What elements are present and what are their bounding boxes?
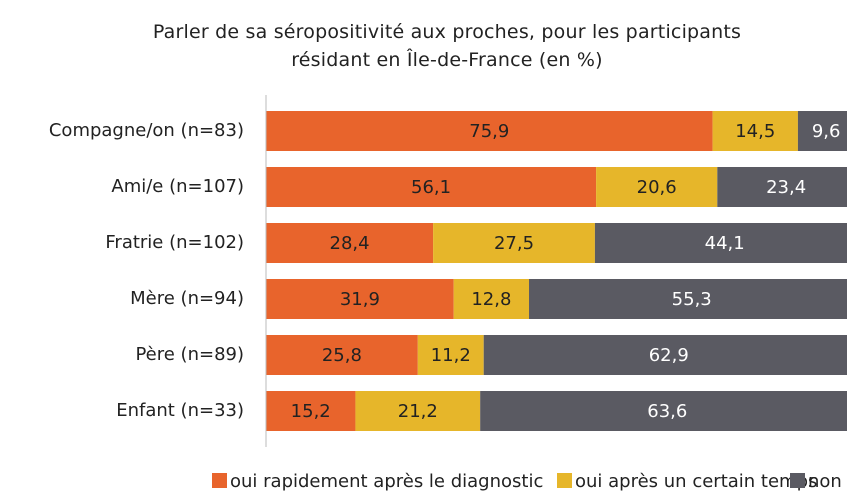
y-tick-label: Fratrie (n=102) (105, 232, 244, 253)
bar-segment (266, 335, 418, 375)
bar-segment (266, 279, 454, 319)
bar-segment (712, 111, 798, 151)
value-label: 9,6 (812, 121, 841, 142)
value-label: 12,8 (471, 289, 511, 310)
legend-swatch (790, 473, 805, 488)
legend-label: non (808, 471, 842, 492)
bar-segment (480, 391, 847, 431)
value-label: 63,6 (647, 401, 687, 422)
value-label: 27,5 (494, 233, 534, 254)
y-tick-label: Mère (n=94) (130, 288, 244, 309)
value-label: 31,9 (340, 289, 380, 310)
bar-segment (594, 223, 847, 263)
value-label: 21,2 (398, 401, 438, 422)
value-label: 25,8 (322, 345, 362, 366)
bar-segment (717, 167, 847, 207)
value-label: 44,1 (705, 233, 745, 254)
chart-title: Parler de sa séropositivité aux proches,… (152, 21, 742, 71)
value-label: 75,9 (469, 121, 509, 142)
legend-label: oui après un certain temps (575, 471, 817, 492)
y-tick-label: Ami/e (n=107) (111, 176, 244, 197)
bar-segment (529, 279, 847, 319)
bar-segment (266, 111, 713, 151)
value-label: 20,6 (637, 177, 677, 198)
bar-segment (266, 391, 356, 431)
value-label: 62,9 (649, 345, 689, 366)
bar-segment (453, 279, 530, 319)
legend-swatch (212, 473, 227, 488)
bar-segment (266, 167, 597, 207)
value-label: 14,5 (735, 121, 775, 142)
value-label: 56,1 (411, 177, 451, 198)
value-label: 23,4 (766, 177, 806, 198)
bar-segment (417, 335, 484, 375)
value-label: 55,3 (672, 289, 712, 310)
bar-segment (355, 391, 481, 431)
y-tick-label: Enfant (n=33) (116, 400, 244, 421)
bar-segment (433, 223, 595, 263)
bar-segment (266, 223, 434, 263)
value-label: 28,4 (330, 233, 370, 254)
value-label: 15,2 (291, 401, 331, 422)
bar-segment (596, 167, 718, 207)
bar-segment (483, 335, 847, 375)
legend-swatch (557, 473, 572, 488)
bar-segment (797, 111, 847, 151)
y-tick-label: Père (n=89) (135, 344, 244, 365)
y-tick-label: Compagne/on (n=83) (49, 120, 244, 141)
value-label: 11,2 (431, 345, 471, 366)
legend-label: oui rapidement après le diagnostic (230, 471, 543, 492)
